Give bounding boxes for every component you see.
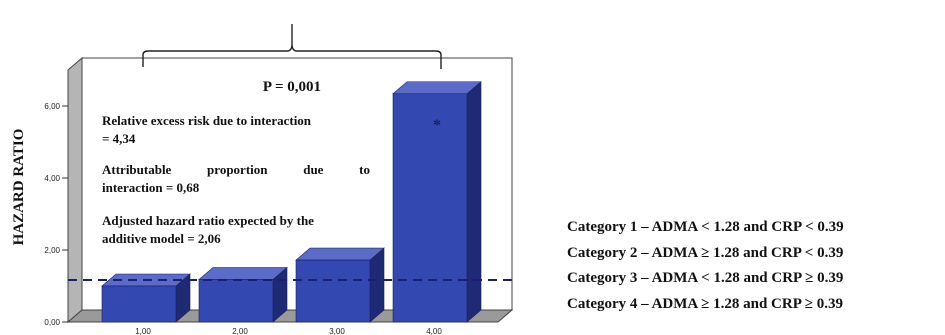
bar-top [295,247,385,261]
y-tick-label: 2,00 [44,246,60,255]
annotation-ap-value: interaction = 0,68 [102,180,200,195]
significance-star: * [433,117,441,134]
legend-category-1: Category 1 – ADMA < 1.28 and CRP < 0.39 [567,219,844,235]
legend-category-2: Category 2 – ADMA ≥ 1.28 and CRP < 0.39 [567,245,844,261]
y-axis-label: HAZARD RATIO [11,129,27,246]
annotation-ap-label: Attributable proportion due to [102,162,370,177]
bar-side [466,81,482,323]
annotation-ahr-value: additive model = 2,06 [102,231,221,246]
x-tick-label: 2,00 [232,327,248,335]
x-tick-label: 4,00 [426,327,442,335]
legend-category-4: Category 4 – ADMA ≥ 1.28 and CRP ≥ 0.39 [567,296,844,312]
bar [101,285,177,323]
p-value-label: P = 0,001 [263,79,321,95]
plot-left-wall [67,56,83,324]
legend-category-3: Category 3 – ADMA < 1.28 and CRP ≥ 0.39 [567,270,844,286]
bar [198,279,274,323]
bar-top [198,267,288,280]
y-tick-label: 0,00 [44,318,60,327]
annotation-rei-label: Relative excess risk due to interaction [102,113,312,128]
bar-top [392,81,482,95]
bar-side [369,247,385,323]
y-tick-label: 4,00 [44,174,60,183]
annotation-rei-value: = 4,34 [102,131,136,146]
x-tick-label: 3,00 [329,327,345,335]
annotation-ahr-label: Adjusted hazard ratio expected by the [102,213,314,228]
bracket [142,24,442,69]
hazard-ratio-chart: 0,00 2,00 4,00 6,00 HAZARD RATIO 1,00 2,00 3,00… [11,24,514,335]
x-tick-label: 1,00 [135,327,151,335]
bar [295,259,371,323]
bar [392,93,468,323]
y-tick-label: 6,00 [44,102,60,111]
